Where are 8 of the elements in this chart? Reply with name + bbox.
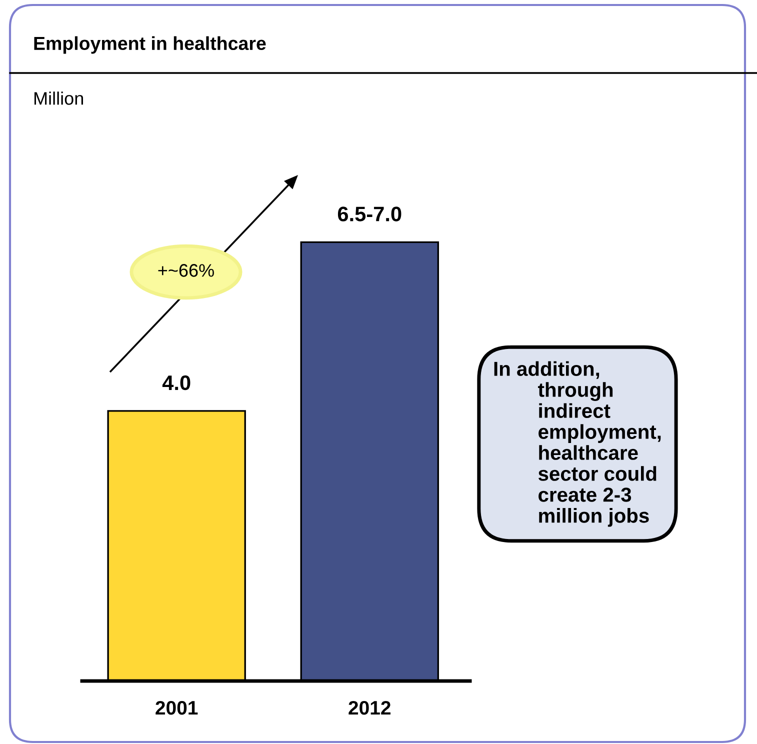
text: In addition, through indirect employment, healthcare sector could create 2-3 million jobs — [494, 361, 661, 527]
annotation: +~66% — [158, 264, 214, 277]
x-tick-label: 2001 — [156, 700, 198, 715]
chart-subtitle: Million — [34, 92, 83, 105]
data-label: 4.0 — [162, 375, 190, 390]
x-tick-label: 2012 — [348, 700, 390, 715]
data-label: 6.5-7.0 — [338, 206, 402, 222]
chart-title: Employment in healthcare — [34, 36, 266, 54]
